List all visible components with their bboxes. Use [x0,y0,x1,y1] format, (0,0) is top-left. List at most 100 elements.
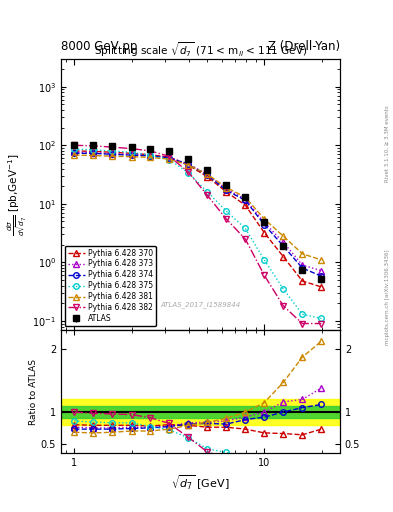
Pythia 6.428 373 [91,150,96,156]
Text: Z (Drell-Yan): Z (Drell-Yan) [268,40,340,53]
Pythia 6.428 374 [167,155,172,161]
Title: Splitting scale $\sqrt{d_7}$ (71 < m$_{ll}$ < 111 GeV): Splitting scale $\sqrt{d_7}$ (71 < m$_{l… [94,40,307,59]
Pythia 6.428 381 [243,194,248,200]
Pythia 6.428 373 [72,149,77,155]
Pythia 6.428 382 [129,145,134,152]
Pythia 6.428 375 [148,152,152,158]
Pythia 6.428 375 [129,149,134,155]
Text: ATLAS_2017_I1589844: ATLAS_2017_I1589844 [160,302,241,308]
Pythia 6.428 374 [129,152,134,158]
Pythia 6.428 375 [205,189,209,195]
Pythia 6.428 373 [186,161,191,167]
Pythia 6.428 381 [110,153,114,159]
Pythia 6.428 375 [243,225,248,231]
Pythia 6.428 373 [281,239,286,245]
Line: Pythia 6.428 381: Pythia 6.428 381 [72,153,324,263]
Pythia 6.428 370 [224,189,229,195]
Pythia 6.428 370 [262,230,267,236]
Line: Pythia 6.428 373: Pythia 6.428 373 [72,150,324,273]
Pythia 6.428 375 [300,311,305,317]
Bar [61,406,340,418]
Pythia 6.428 374 [300,265,305,271]
Pythia 6.428 374 [72,150,77,156]
Pythia 6.428 381 [91,153,96,159]
Pythia 6.428 382 [300,321,305,327]
Pythia 6.428 381 [300,251,305,257]
Pythia 6.428 375 [262,257,267,263]
Pythia 6.428 381 [319,257,324,263]
Pythia 6.428 381 [148,155,152,161]
Pythia 6.428 374 [243,197,248,203]
Pythia 6.428 373 [148,153,152,159]
Pythia 6.428 382 [205,192,209,198]
Text: 8000 GeV pp: 8000 GeV pp [61,40,137,53]
Pythia 6.428 370 [243,202,248,208]
Pythia 6.428 370 [129,150,134,156]
Text: mcplots.cern.ch [arXiv:1306.3436]: mcplots.cern.ch [arXiv:1306.3436] [385,249,390,345]
Pythia 6.428 373 [110,151,114,157]
Pythia 6.428 370 [91,148,96,155]
Pythia 6.428 370 [167,154,172,160]
Pythia 6.428 382 [91,143,96,149]
Pythia 6.428 370 [300,278,305,284]
Line: Pythia 6.428 382: Pythia 6.428 382 [72,142,324,326]
Pythia 6.428 370 [281,253,286,260]
Pythia 6.428 375 [319,315,324,322]
Pythia 6.428 381 [72,152,77,158]
Pythia 6.428 381 [167,156,172,162]
Y-axis label: $\frac{d\sigma}{d\sqrt{d_7}}$ [pb,GeV$^{-1}$]: $\frac{d\sigma}{d\sqrt{d_7}}$ [pb,GeV$^{… [6,153,29,236]
Pythia 6.428 373 [224,186,229,192]
Pythia 6.428 370 [72,148,77,154]
Pythia 6.428 374 [91,150,96,156]
Pythia 6.428 382 [186,169,191,175]
Pythia 6.428 382 [319,321,324,327]
Pythia 6.428 381 [224,184,229,190]
Pythia 6.428 382 [281,303,286,309]
Pythia 6.428 382 [262,272,267,279]
Pythia 6.428 382 [224,216,229,222]
Pythia 6.428 370 [186,162,191,168]
Pythia 6.428 382 [167,153,172,159]
Pythia 6.428 373 [129,152,134,158]
Pythia 6.428 375 [186,169,191,176]
X-axis label: $\sqrt{d_7}$ [GeV]: $\sqrt{d_7}$ [GeV] [171,474,230,492]
Line: Pythia 6.428 375: Pythia 6.428 375 [72,146,324,321]
Pythia 6.428 374 [110,152,114,158]
Pythia 6.428 374 [148,153,152,159]
Pythia 6.428 374 [319,273,324,279]
Line: Pythia 6.428 374: Pythia 6.428 374 [72,151,324,279]
Pythia 6.428 381 [129,154,134,160]
Pythia 6.428 370 [319,284,324,290]
Pythia 6.428 381 [281,233,286,239]
Pythia 6.428 375 [281,286,286,292]
Pythia 6.428 381 [262,216,267,222]
Bar [61,399,340,424]
Line: Pythia 6.428 370: Pythia 6.428 370 [72,148,324,290]
Legend: Pythia 6.428 370, Pythia 6.428 373, Pythia 6.428 374, Pythia 6.428 375, Pythia 6: Pythia 6.428 370, Pythia 6.428 373, Pyth… [65,246,156,326]
Pythia 6.428 373 [262,220,267,226]
Pythia 6.428 370 [205,174,209,180]
Pythia 6.428 382 [72,142,77,148]
Pythia 6.428 382 [243,236,248,242]
Pythia 6.428 381 [205,171,209,177]
Pythia 6.428 370 [110,149,114,155]
Pythia 6.428 373 [167,155,172,161]
Pythia 6.428 382 [110,144,114,150]
Pythia 6.428 375 [110,148,114,154]
Pythia 6.428 373 [319,268,324,274]
Pythia 6.428 373 [205,171,209,177]
Pythia 6.428 375 [91,146,96,153]
Pythia 6.428 374 [262,222,267,228]
Pythia 6.428 370 [148,152,152,158]
Pythia 6.428 381 [186,162,191,168]
Pythia 6.428 374 [281,243,286,249]
Pythia 6.428 373 [243,196,248,202]
Pythia 6.428 374 [224,187,229,194]
Pythia 6.428 375 [167,157,172,163]
Pythia 6.428 382 [148,148,152,154]
Pythia 6.428 374 [186,161,191,167]
Pythia 6.428 375 [224,208,229,214]
Y-axis label: Ratio to ATLAS: Ratio to ATLAS [29,358,38,424]
Pythia 6.428 374 [205,172,209,178]
Pythia 6.428 373 [300,262,305,268]
